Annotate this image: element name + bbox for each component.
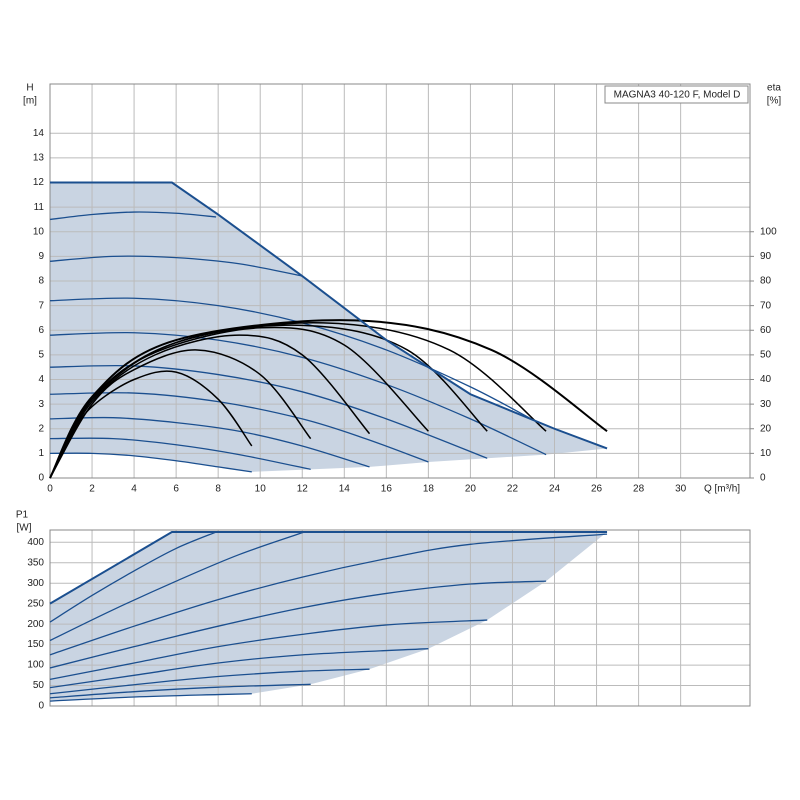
x-tick-label: 16 [381,484,393,495]
y-tick-label: 1 [38,448,44,459]
curve [49,452,252,473]
y-tick-label: 3 [38,399,44,410]
y-tick-label: 8 [38,276,44,287]
y-tick-label: 2 [38,423,44,434]
y2-tick-label: 30 [760,399,772,410]
curve [49,531,217,623]
y2-tick-label: 100 [760,226,777,237]
y-tick-label: 6 [38,325,44,336]
operating-region [50,532,608,702]
y-tick-label: 13 [33,153,45,164]
curve [49,331,547,456]
curve [50,181,608,450]
y-tick-label: 0 [38,701,44,712]
y-tick-label: 300 [27,578,44,589]
y2-label: eta [767,83,781,94]
y-tick-label: 50 [33,680,45,691]
y-tick-label: 9 [38,251,44,262]
y-label: H [26,83,33,94]
efficiency-curve [49,334,371,479]
x-tick-label: 14 [339,484,351,495]
y2-tick-label: 20 [760,423,772,434]
curve [49,392,429,463]
curve [49,255,303,277]
curve [49,531,305,642]
curve [49,211,217,221]
y2-unit: [%] [767,96,782,107]
y-tick-label: 14 [33,128,45,139]
x-tick-label: 26 [591,484,603,495]
y-tick-label: 11 [34,202,45,213]
x-tick-label: 28 [633,484,645,495]
y-tick-label: 150 [27,639,44,650]
y2-tick-label: 70 [760,300,772,311]
x-tick-label: 8 [215,484,221,495]
y-tick-label: 250 [27,598,44,609]
y-tick-label: 4 [38,374,44,385]
y2-tick-label: 0 [760,473,766,484]
curve [49,693,252,702]
x-tick-label: 20 [465,484,477,495]
x-tick-label: 12 [297,484,309,495]
y-tick-label: 10 [33,226,45,237]
x-tick-label: 0 [47,484,53,495]
x-tick-label: 24 [549,484,561,495]
y2-tick-label: 10 [760,448,772,459]
y2-tick-label: 90 [760,251,772,262]
y-label: P1 [16,510,29,521]
x-tick-label: 10 [255,484,267,495]
y-tick-label: 0 [38,473,44,484]
x-label: Q [m³/h] [704,484,740,495]
curve [49,648,429,689]
y2-tick-label: 80 [760,276,772,287]
annotation-box [604,85,749,104]
y-unit: [m] [23,96,37,107]
y-tick-label: 100 [27,660,44,671]
curve [49,683,311,699]
curve [49,668,370,695]
curve [49,533,608,656]
y-tick-label: 200 [27,619,44,630]
curve [49,531,608,605]
x-tick-label: 4 [131,484,137,495]
x-tick-label: 2 [89,484,95,495]
x-tick-label: 18 [423,484,435,495]
x-tick-label: 22 [507,484,519,495]
curve [49,437,311,471]
curve [49,416,370,468]
x-tick-label: 30 [675,484,687,495]
efficiency-curve [49,319,608,479]
y-tick-label: 350 [27,557,44,568]
y-tick-label: 400 [27,537,44,548]
y2-tick-label: 60 [760,325,772,336]
y-tick-label: 5 [38,350,44,361]
plot-border [49,83,751,479]
curve [49,619,488,681]
y-tick-label: 12 [33,177,45,188]
curve [49,364,488,459]
efficiency-curve [49,349,312,479]
y2-tick-label: 50 [760,350,772,361]
curve [49,580,547,669]
y2-tick-label: 40 [760,374,772,385]
annotation: MAGNA3 40-120 F, Model D [614,90,741,101]
y-tick-label: 7 [38,300,44,311]
x-tick-label: 6 [173,484,179,495]
plot-border [49,529,751,707]
y-unit: [W] [17,523,32,534]
